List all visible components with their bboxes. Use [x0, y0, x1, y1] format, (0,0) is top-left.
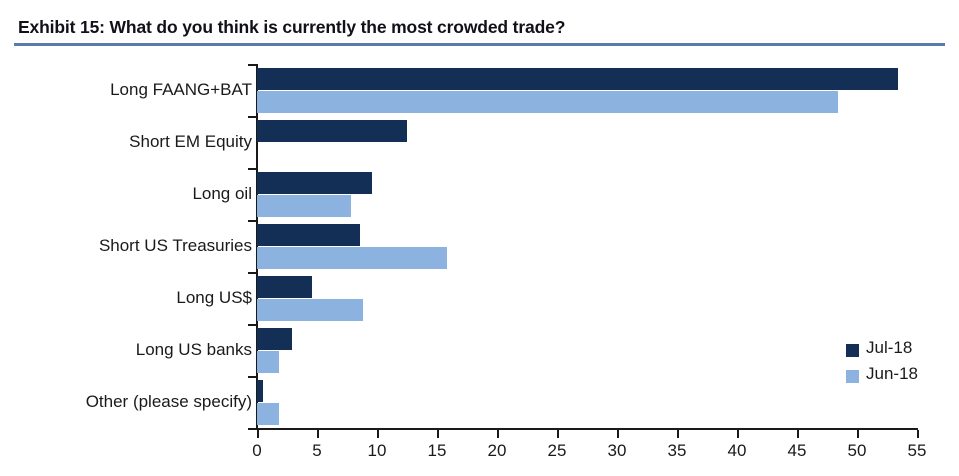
- y-axis-tick: [248, 220, 257, 222]
- bar-jun-18: [257, 90, 838, 113]
- x-axis-tick: [377, 430, 379, 438]
- x-axis-tick-label: 30: [607, 441, 627, 460]
- x-axis-tick-label: 5: [312, 441, 322, 460]
- x-axis-tick-label: 50: [847, 441, 867, 460]
- x-axis-tick: [257, 430, 259, 438]
- y-axis-tick: [248, 376, 257, 378]
- x-axis-tick-label: 0: [252, 441, 262, 460]
- category-label: Long oil: [192, 184, 252, 203]
- bar-jun-18: [257, 350, 279, 373]
- category-label: Long US$: [176, 288, 252, 307]
- x-axis-tick: [497, 430, 499, 438]
- bar-jul-18: [257, 327, 292, 350]
- title-divider: [14, 43, 945, 46]
- x-axis-tick-label: 20: [487, 441, 507, 460]
- bar-jun-18: [257, 246, 447, 269]
- x-axis-tick: [437, 430, 439, 438]
- y-axis-tick: [248, 272, 257, 274]
- y-axis-tick: [248, 324, 257, 326]
- x-axis-line: [256, 428, 918, 430]
- category-label: Long US banks: [135, 340, 252, 359]
- category-label: Long FAANG+BAT: [110, 80, 252, 99]
- legend-swatch-icon: [846, 344, 859, 357]
- y-axis-tick: [248, 64, 257, 66]
- y-axis-tick: [248, 168, 257, 170]
- x-axis-tick-label: 15: [427, 441, 447, 460]
- bar-jul-18: [257, 119, 407, 142]
- legend-label: Jun-18: [866, 364, 918, 383]
- bar-jun-18: [257, 402, 279, 425]
- x-axis-tick: [677, 430, 679, 438]
- bar-jul-18: [257, 275, 313, 298]
- category-axis-labels: Long FAANG+BAT Short EM Equity Long oil Sho…: [8, 0, 252, 476]
- y-axis-tick: [248, 428, 257, 430]
- legend-item[interactable]: Jul-18: [846, 338, 956, 364]
- x-axis-tick-label: 40: [727, 441, 747, 460]
- bar-jul-18: [257, 379, 263, 402]
- chart-legend: Jul-18 Jun-18: [846, 338, 956, 390]
- x-axis-tick: [797, 430, 799, 438]
- bar-jul-18: [257, 171, 373, 194]
- x-axis-tick-label: 10: [367, 441, 387, 460]
- category-label: Short EM Equity: [129, 132, 252, 151]
- legend-item[interactable]: Jun-18: [846, 364, 956, 390]
- x-axis-tick: [617, 430, 619, 438]
- x-axis-tick-label: 45: [787, 441, 807, 460]
- bar-jul-18: [257, 67, 898, 90]
- x-axis-tick: [317, 430, 319, 438]
- bar-jun-18: [257, 194, 351, 217]
- legend-swatch-icon: [846, 370, 859, 383]
- x-axis-tick: [857, 430, 859, 438]
- x-axis-tick: [557, 430, 559, 438]
- x-axis-tick-label: 55: [907, 441, 927, 460]
- x-axis-tick: [737, 430, 739, 438]
- category-label: Other (please specify): [85, 392, 252, 411]
- page-title: Exhibit 15: What do you think is current…: [18, 17, 566, 37]
- legend-label: Jul-18: [866, 338, 913, 357]
- x-axis-tick: [917, 430, 919, 438]
- category-label: Short US Treasuries: [98, 236, 252, 255]
- bar-jul-18: [257, 223, 361, 246]
- y-axis-tick: [248, 116, 257, 118]
- x-axis-tick-label: 25: [547, 441, 567, 460]
- x-axis-tick-label: 35: [667, 441, 687, 460]
- bar-jun-18: [257, 298, 363, 321]
